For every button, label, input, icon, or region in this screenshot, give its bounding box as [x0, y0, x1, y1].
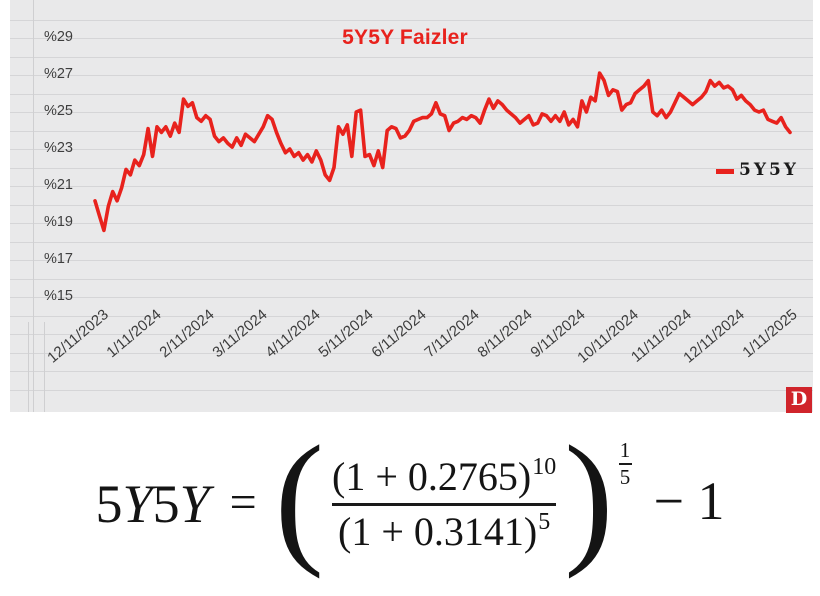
gridline: [10, 297, 813, 298]
gridline: [10, 278, 813, 280]
numerator-base: (1 + 0.2765): [332, 453, 532, 499]
y-axis-label: %21: [43, 177, 73, 193]
y-axis-line: [33, 0, 34, 412]
formula-lhs-var: Y: [179, 474, 210, 534]
chart-title: 5Y5Y Faizler: [342, 26, 468, 49]
equals-sign: =: [229, 475, 257, 529]
line-series-svg: [93, 71, 792, 233]
formula-tail: − 1: [654, 470, 725, 532]
gridline: [10, 19, 813, 21]
close-paren: ): [564, 416, 614, 581]
gridline: [10, 371, 813, 372]
tail-one: 1: [697, 471, 725, 531]
formula-lhs: 5Y5Y: [96, 473, 210, 535]
open-paren: (: [274, 416, 324, 581]
axis-tick-line-right: [44, 322, 45, 412]
y-axis-label: %19: [43, 214, 73, 230]
gridline: [10, 260, 813, 261]
fraction-numerator: (1 + 0.2765)10: [332, 454, 556, 499]
y-axis-label: %25: [43, 103, 73, 119]
formula-lhs-digit: 5: [152, 474, 180, 534]
axis-tick-line-left: [28, 322, 29, 412]
legend-label: 5Y5Y: [739, 160, 799, 180]
denominator-base: (1 + 0.3141): [338, 508, 538, 554]
gridline: [10, 334, 813, 335]
brand-logo-d: D: [786, 387, 812, 413]
gridline: [10, 56, 813, 58]
chart-panel: %29 %27 %25 %23 %21 %19 %17 %15 12/11/2023 1/11/…: [10, 0, 813, 413]
gridline: [10, 389, 813, 391]
gridline: [10, 223, 813, 224]
legend: 5Y5Y: [716, 160, 799, 180]
gridline: [10, 186, 813, 187]
numerator-exponent: 10: [532, 453, 557, 480]
chart-plot-background: [10, 0, 813, 412]
y-axis-label: %23: [43, 140, 73, 156]
outer-exponent-denominator: 5: [619, 465, 631, 490]
gridline: [10, 38, 813, 39]
gridline: [10, 167, 813, 169]
formula-lhs-var: Y: [122, 474, 153, 534]
fraction-denominator: (1 + 0.3141)5: [338, 509, 550, 554]
y-axis-label: %15: [43, 288, 73, 304]
outer-exponent-numerator: 1: [619, 438, 631, 463]
gridline: [10, 130, 813, 132]
formula: 5Y5Y = ( (1 + 0.2765)10 (1 + 0.3141)5 ) …: [96, 416, 725, 581]
y-axis-label: %17: [43, 251, 73, 267]
fraction: (1 + 0.2765)10 (1 + 0.3141)5: [332, 454, 557, 555]
gridline: [10, 241, 813, 243]
gridline: [10, 352, 813, 354]
outer-exponent: 1 5: [618, 438, 632, 490]
gridline: [10, 204, 813, 206]
y-axis-label: %27: [43, 66, 73, 82]
fraction-bar: [332, 502, 557, 506]
gridline: [10, 315, 813, 317]
gridline: [10, 93, 813, 95]
outer-exponent-bar: [618, 463, 632, 466]
gridline: [10, 75, 813, 76]
legend-line-marker: [716, 168, 734, 174]
series-line-5y5y: [93, 71, 792, 233]
minus-sign: −: [653, 471, 684, 531]
gridline: [10, 112, 813, 113]
formula-lhs-digit: 5: [95, 474, 123, 534]
formula-area: 5Y5Y = ( (1 + 0.2765)10 (1 + 0.3141)5 ) …: [0, 412, 820, 596]
gridline: [10, 149, 813, 150]
y-axis-label: %29: [43, 29, 73, 45]
denominator-exponent: 5: [538, 508, 551, 535]
